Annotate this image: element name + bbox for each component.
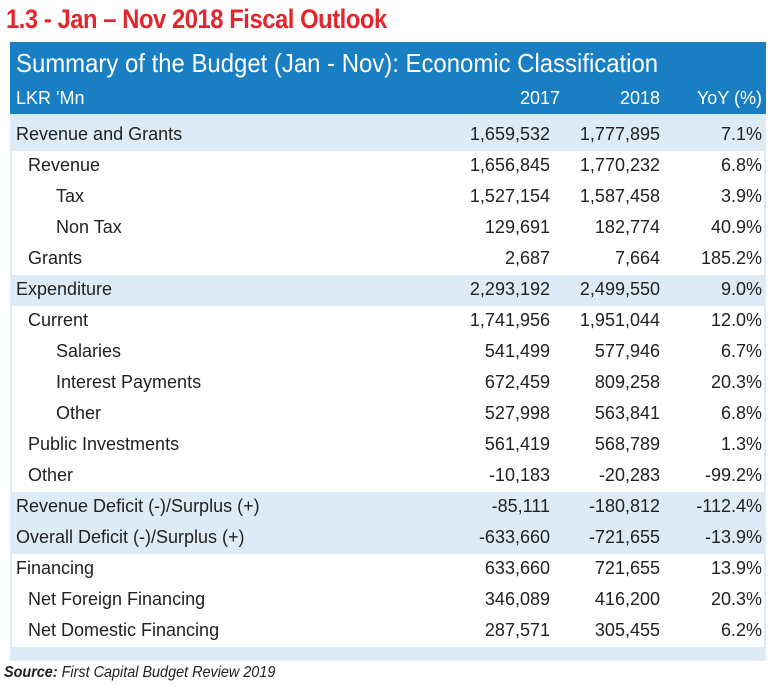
value-2018: 2,499,550 [579,279,660,299]
value-2018: -721,655 [588,527,660,547]
source-note: Source: First Capital Budget Review 2019 [4,664,275,682]
value-2017: 561,419 [484,434,550,454]
value-2018: 1,587,458 [579,186,660,206]
value-2018: 182,774 [594,217,660,237]
row-label: Financing [16,558,95,578]
value-2017: 1,656,845 [469,155,550,175]
page-title: 1.3 - Jan – Nov 2018 Fiscal Outlook [6,4,387,34]
table-body: Revenue and Grants 1,659,532 1,777,895 7.1%… [10,120,766,647]
value-2018: 568,789 [594,434,660,454]
row-label: Public Investments [28,434,180,454]
value-yoy: 20.3% [710,589,762,609]
value-2017: 1,659,532 [469,124,550,144]
value-2018: -180,812 [588,496,660,516]
value-2017: 287,571 [484,620,550,640]
row-label: Tax [56,186,85,206]
value-2017: 1,741,956 [469,310,550,330]
value-yoy: 9.0% [720,279,762,299]
value-2017: -633,660 [478,527,550,547]
table-row: Non Tax 129,691 182,774 40.9% [12,213,764,244]
value-yoy: -13.9% [704,527,762,547]
row-label: Net Domestic Financing [28,620,220,640]
value-2017: 2,293,192 [469,279,550,299]
value-2017: -10,183 [488,465,550,485]
column-header-yoy: YoY (%) [696,88,762,108]
column-header-2017: 2017 [519,88,560,108]
value-2018: 305,455 [594,620,660,640]
table-row: Tax 1,527,154 1,587,458 3.9% [12,182,764,213]
value-2018: 563,841 [594,403,660,423]
row-label: Revenue [28,155,101,175]
unit-label: LKR 'Mn [16,88,85,108]
table-row: Salaries 541,499 577,946 6.7% [12,337,764,368]
row-label: Current [28,310,89,330]
row-label: Interest Payments [56,372,202,392]
value-yoy: -99.2% [704,465,762,485]
value-2018: 1,777,895 [579,124,660,144]
table-row: Current 1,741,956 1,951,044 12.0% [12,306,764,337]
row-label: Salaries [56,341,122,361]
table-row: Grants 2,687 7,664 185.2% [12,244,764,275]
value-yoy: 6.2% [720,620,762,640]
table-row: Expenditure 2,293,192 2,499,550 9.0% [10,275,766,306]
table-row: Public Investments 561,419 568,789 1.3% [12,430,764,461]
table-row: Financing 633,660 721,655 13.9% [12,554,764,585]
value-2017: 129,691 [484,217,550,237]
table-row: Other -10,183 -20,283 -99.2% [12,461,764,492]
value-2018: 1,951,044 [579,310,660,330]
row-label: Revenue and Grants [16,124,183,144]
value-2017: 2,687 [504,248,550,268]
value-2017: 346,089 [484,589,550,609]
value-yoy: 6.8% [720,155,762,175]
table-row: Revenue and Grants 1,659,532 1,777,895 7.1% [10,120,766,151]
row-label: Other [56,403,102,423]
table-row: Other 527,998 563,841 6.8% [12,399,764,430]
value-2017: 672,459 [484,372,550,392]
row-label: Grants [28,248,83,268]
table-row: Interest Payments 672,459 809,258 20.3% [12,368,764,399]
source-text: First Capital Budget Review 2019 [61,664,276,681]
value-yoy: -112.4% [696,496,762,516]
value-yoy: 20.3% [710,372,762,392]
value-yoy: 40.9% [710,217,762,237]
table-row: Overall Deficit (-)/Surplus (+) -633,660 -… [10,523,766,554]
row-label: Other [28,465,74,485]
budget-table-panel: Summary of the Budget (Jan - Nov): Econo… [10,42,766,661]
value-yoy: 3.9% [720,186,762,206]
value-2018: 809,258 [594,372,660,392]
value-2018: 1,770,232 [579,155,660,175]
row-label: Revenue Deficit (-)/Surplus (+) [16,496,260,516]
value-2017: 1,527,154 [469,186,550,206]
value-yoy: 7.1% [720,124,762,144]
value-yoy: 1.3% [720,434,762,454]
value-2018: 7,664 [614,248,660,268]
value-yoy: 6.8% [720,403,762,423]
value-2018: 416,200 [594,589,660,609]
value-yoy: 13.9% [710,558,762,578]
table-row: Revenue Deficit (-)/Surplus (+) -85,111 -1… [10,492,766,523]
value-yoy: 12.0% [710,310,762,330]
table-row: Net Domestic Financing 287,571 305,455 6.2% [12,616,764,647]
table-header-banner: Summary of the Budget (Jan - Nov): Econo… [10,42,766,114]
value-2017: -85,111 [491,496,550,516]
table-row: Revenue 1,656,845 1,770,232 6.8% [12,151,764,182]
row-label: Net Foreign Financing [28,589,206,609]
column-header-2018: 2018 [619,88,660,108]
value-2018: 721,655 [594,558,660,578]
value-2017: 527,998 [484,403,550,423]
value-2017: 633,660 [484,558,550,578]
table-row: Net Foreign Financing 346,089 416,200 20.3% [12,585,764,616]
value-2018: -20,283 [598,465,660,485]
row-label: Expenditure [16,279,113,299]
value-2017: 541,499 [484,341,550,361]
value-2018: 577,946 [594,341,660,361]
row-label: Overall Deficit (-)/Surplus (+) [16,527,245,547]
value-yoy: 185.2% [700,248,762,268]
row-label: Non Tax [56,217,122,237]
table-caption: Summary of the Budget (Jan - Nov): Econo… [16,48,659,78]
value-yoy: 6.7% [720,341,762,361]
source-label: Source: [4,664,58,681]
